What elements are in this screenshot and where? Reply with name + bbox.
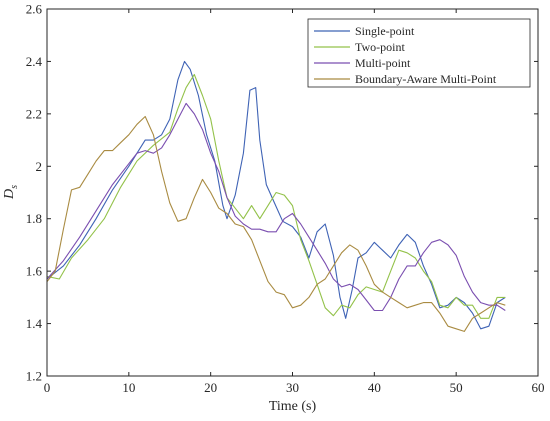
- y-axis-label: Ds: [2, 185, 20, 200]
- y-tick-label: 1.2: [26, 369, 42, 384]
- legend-label-4: Boundary-Aware Multi-Point: [355, 72, 497, 86]
- series-layer: [46, 60, 506, 332]
- y-tick-label: 1.4: [26, 316, 43, 331]
- series-line-3: [46, 102, 506, 312]
- series-line-4: [46, 115, 506, 332]
- legend-label-2: Two-point: [355, 40, 405, 54]
- y-tick-label: 2.6: [26, 2, 43, 17]
- x-tick-label: 40: [368, 380, 381, 395]
- legend: Single-point Two-point Multi-point Boundary…: [307, 18, 531, 88]
- y-tick-label: 2.2: [26, 106, 42, 121]
- series-line-1: [46, 60, 506, 330]
- tick-layer: 0 10 20 30 40 50 60 1.2 1.4 1.6 1.8 2 2.2 2.4 2.6: [26, 2, 545, 396]
- legend-box: [307, 18, 531, 88]
- y-axis-label-subscript: s: [9, 185, 20, 189]
- x-tick-label: 20: [204, 380, 217, 395]
- x-tick-label: 50: [450, 380, 463, 395]
- y-tick-label: 2.4: [26, 54, 43, 69]
- x-tick-label: 0: [44, 380, 51, 395]
- x-tick-label: 60: [532, 380, 545, 395]
- y-tick-label: 1.8: [26, 211, 42, 226]
- plot-frame: [46, 8, 539, 377]
- series-line-2: [46, 73, 506, 319]
- y-tick-label: 2: [36, 159, 43, 174]
- x-tick-label: 10: [122, 380, 135, 395]
- y-tick-label: 1.6: [26, 264, 43, 279]
- x-tick-label: 30: [286, 380, 299, 395]
- legend-label-3: Multi-point: [355, 56, 411, 70]
- x-axis-label: Time (s): [269, 399, 317, 414]
- y-axis-label-main: D: [2, 189, 17, 200]
- legend-label-1: Single-point: [355, 24, 415, 38]
